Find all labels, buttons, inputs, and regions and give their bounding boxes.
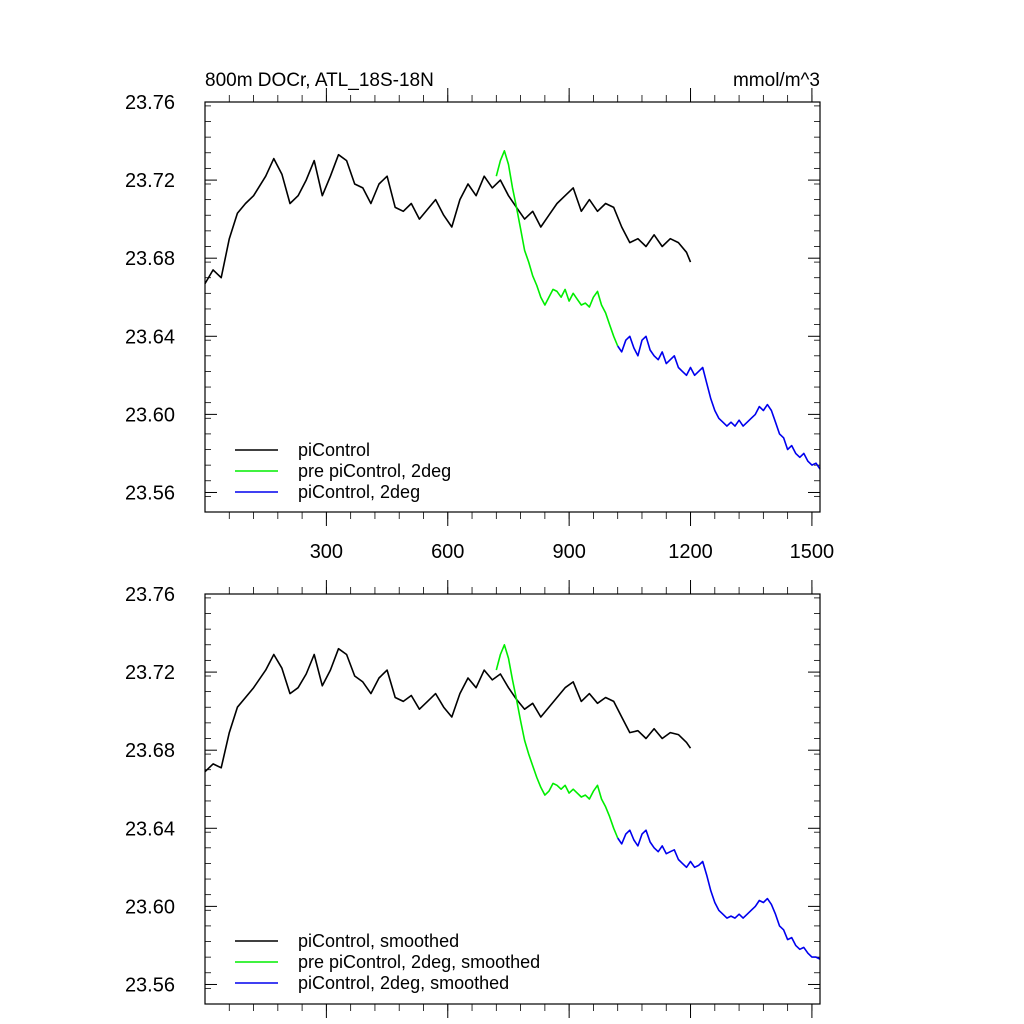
y-tick-label: 23.64 — [125, 326, 175, 348]
series-line-pre-picontrol-2deg-smoothed — [495, 643, 619, 839]
legend: piControl, smoothed pre piControl, 2deg,… — [235, 931, 540, 993]
y-tick-label: 23.60 — [125, 404, 175, 426]
plot-frame — [204, 593, 821, 1005]
y-tick-label: 23.56 — [125, 974, 175, 996]
series-group — [204, 150, 821, 470]
y-tick-label: 23.76 — [125, 92, 175, 114]
series-line-picontrol-2deg-smoothed — [617, 829, 821, 960]
chart-title: 800m DOCr, ATL_18S-18N — [205, 70, 434, 91]
x-tick-label: 900 — [552, 541, 585, 563]
y-tick-label: 23.72 — [125, 662, 175, 684]
chart-units: mmol/m^3 — [733, 70, 820, 91]
plot-frame — [204, 101, 821, 513]
x-tick-label: 300 — [310, 541, 343, 563]
y-tick-label: 23.68 — [125, 740, 175, 762]
legend-label-picontrol-smoothed: piControl, smoothed — [298, 931, 459, 951]
y-tick-label: 23.64 — [125, 818, 175, 840]
y-tick-label: 23.72 — [125, 170, 175, 192]
x-tick-label: 1200 — [668, 541, 713, 563]
axes: 23.56 23.60 23.64 23.68 23.72 23.76 300 600 900 1… — [125, 88, 834, 563]
y-tick-label: 23.76 — [125, 584, 175, 606]
x-tick-label: 600 — [431, 541, 464, 563]
chart-panel-bottom: 23.56 23.60 23.64 23.68 23.72 23.76 piControl… — [125, 580, 821, 1018]
series-line-picontrol — [204, 153, 692, 285]
series-line-picontrol-smoothed — [204, 647, 692, 773]
legend-label-picontrol-2deg-smoothed: piControl, 2deg, smoothed — [298, 973, 509, 993]
legend-label-pre-picontrol-2deg-smoothed: pre piControl, 2deg, smoothed — [298, 952, 540, 972]
x-tick-label: 1500 — [790, 541, 835, 563]
legend-label-picontrol-2deg: piControl, 2deg — [298, 482, 420, 502]
axes: 23.56 23.60 23.64 23.68 23.72 23.76 — [125, 580, 820, 1018]
y-tick-label: 23.56 — [125, 482, 175, 504]
series-line-picontrol-2deg — [617, 335, 821, 470]
chart-panel-top: 800m DOCr, ATL_18S-18N mmol/m^3 23.5623.… — [125, 70, 834, 563]
series-group — [204, 643, 821, 960]
legend-label-pre-picontrol-2deg: pre piControl, 2deg — [298, 461, 451, 481]
series-line-pre-picontrol-2deg — [495, 150, 619, 347]
y-tick-label: 23.68 — [125, 248, 175, 270]
legend: piControl pre piControl, 2deg piControl,… — [235, 440, 451, 502]
legend-label-picontrol: piControl — [298, 440, 370, 460]
y-tick-label: 23.60 — [125, 896, 175, 918]
